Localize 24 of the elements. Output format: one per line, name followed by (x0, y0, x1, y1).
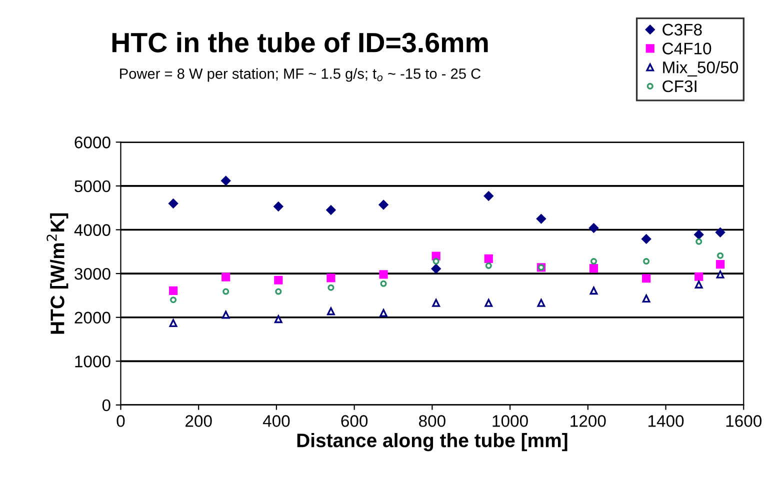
legend-label: Mix_50/50 (663, 61, 738, 76)
chart-subtitle: Power = 8 W per station; MF ~ 1.5 g/s; t$_{o}$ ~ -15 to - 25 C (120, 68, 481, 82)
y-tick-label: 0 (102, 399, 110, 412)
legend-label: CF3I (662, 80, 696, 92)
y-tick-label: 3000 (74, 268, 110, 280)
x-tick-label: 800 (419, 415, 446, 427)
x-tick-label: 400 (262, 415, 290, 427)
x-tick-label: 1400 (648, 415, 684, 427)
y-tick-label: 6000 (74, 136, 110, 148)
x-tick-label: 1200 (570, 415, 606, 427)
x-tick-label: 1000 (492, 415, 528, 427)
y-tick-label: 5000 (74, 180, 110, 192)
x-tick-label: 200 (186, 415, 212, 427)
y-tick-label: 4000 (74, 224, 110, 236)
x-tick-label: 1600 (726, 415, 762, 427)
legend-label: C4F10 (662, 42, 712, 54)
x-tick-label: 0 (116, 415, 125, 427)
y-tick-label: 2000 (74, 312, 110, 324)
chart-title: HTC in the tube of ID=3.6mm (112, 32, 488, 52)
y-tick-label: 1000 (75, 356, 110, 368)
legend-label: C3F8 (662, 24, 702, 36)
y-axis-title: HTC [W/m$^{2}$K] (46, 213, 68, 334)
x-axis-title: Distance along the tube [mm] (297, 433, 568, 452)
x-tick-label: 600 (341, 415, 368, 427)
